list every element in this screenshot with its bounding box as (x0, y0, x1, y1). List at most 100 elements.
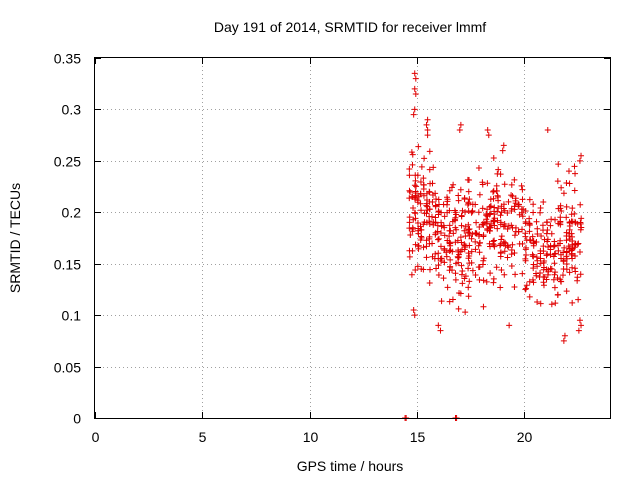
data-point (498, 267, 505, 274)
data-point (461, 244, 468, 251)
data-point (516, 240, 523, 247)
data-point (424, 132, 431, 139)
data-point (448, 184, 455, 191)
data-point (408, 149, 415, 156)
data-point (438, 298, 445, 305)
data-point (426, 280, 433, 287)
data-point (533, 239, 540, 246)
data-point (464, 176, 471, 183)
data-point (459, 207, 466, 214)
data-point (543, 252, 550, 259)
data-point (509, 224, 516, 231)
data-point (451, 207, 458, 214)
y-tick-label: 0.2 (62, 205, 82, 221)
data-point (526, 196, 533, 203)
data-point (530, 201, 537, 208)
data-point (414, 263, 421, 270)
data-point (441, 245, 448, 252)
data-point (575, 327, 582, 334)
data-point (569, 205, 576, 212)
data-point (511, 176, 518, 183)
data-point (440, 201, 447, 208)
data-point (495, 205, 502, 212)
data-point (421, 155, 428, 162)
data-point (453, 260, 460, 267)
data-point (479, 179, 486, 186)
data-point (475, 232, 482, 239)
data-point (441, 213, 448, 220)
data-point (560, 337, 567, 344)
data-point (412, 267, 419, 274)
data-point (534, 257, 541, 264)
data-point (552, 250, 559, 257)
data-point (529, 233, 536, 240)
data-point (465, 284, 472, 291)
data-point (414, 219, 421, 226)
data-point (490, 188, 497, 195)
data-point (497, 284, 504, 291)
data-point (501, 248, 508, 255)
data-point (461, 227, 468, 234)
data-point (540, 279, 547, 286)
y-tick-label: 0.15 (54, 257, 81, 273)
data-point (526, 236, 533, 243)
data-point (500, 240, 507, 247)
data-point (437, 327, 444, 334)
data-point (558, 207, 565, 214)
data-point (465, 265, 472, 272)
data-point (560, 190, 567, 197)
data-point (563, 260, 570, 267)
data-point (493, 264, 500, 271)
data-point (480, 303, 487, 310)
data-point (571, 265, 578, 272)
data-point (506, 322, 513, 329)
data-point (494, 225, 501, 232)
data-point (421, 210, 428, 217)
data-point (484, 127, 491, 133)
data-point (571, 163, 578, 170)
data-point (544, 127, 551, 133)
data-point (426, 166, 433, 173)
data-point (563, 248, 570, 255)
data-point (497, 242, 504, 249)
x-tick-label: 0 (92, 429, 100, 445)
data-point (511, 232, 518, 239)
data-point (550, 276, 557, 283)
x-axis-label: GPS time / hours (297, 458, 404, 474)
data-point (578, 224, 585, 231)
data-point (420, 266, 427, 273)
data-point (443, 253, 450, 260)
y-tick-label: 0.35 (54, 51, 81, 67)
data-point (574, 277, 581, 284)
data-point (501, 181, 508, 188)
data-point (444, 198, 451, 205)
data-point (523, 282, 530, 289)
data-point (548, 265, 555, 272)
data-point (423, 237, 430, 244)
data-point (447, 256, 454, 263)
data-point (508, 181, 515, 188)
data-point (494, 192, 501, 199)
data-point (558, 255, 565, 262)
data-point (426, 148, 433, 155)
data-point (465, 229, 472, 236)
data-point (501, 271, 508, 278)
data-point (554, 274, 561, 281)
data-point (417, 191, 424, 198)
data-point (558, 184, 565, 191)
data-point (575, 296, 582, 303)
data-point (423, 202, 430, 209)
data-point (504, 254, 511, 261)
grid-lines (95, 58, 610, 418)
data-point (480, 233, 487, 240)
data-point (540, 243, 547, 250)
data-point (569, 246, 576, 253)
data-point (522, 286, 529, 293)
data-point (426, 220, 433, 227)
data-point (435, 255, 442, 262)
data-point (412, 210, 419, 217)
data-point (446, 267, 453, 274)
data-point (540, 248, 547, 255)
data-point (420, 182, 427, 189)
data-point (424, 127, 431, 133)
